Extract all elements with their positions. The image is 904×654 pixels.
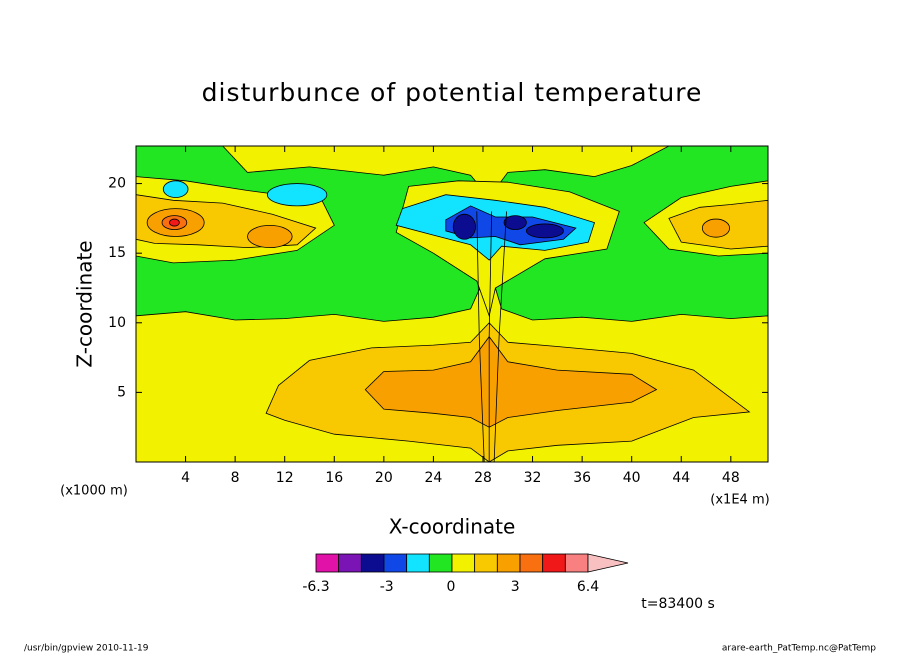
y-tick-label: 10 <box>108 315 126 331</box>
footer-left: /usr/bin/gpview 2010-11-19 <box>24 644 149 654</box>
chart-title: disturbunce of potential temperature <box>202 78 703 107</box>
contour-region <box>247 224 293 249</box>
colorbar-box <box>360 553 385 573</box>
colorbar-box <box>542 553 566 573</box>
contour-region <box>162 180 189 198</box>
colorbar-box <box>383 553 408 573</box>
colorbar-box <box>428 553 453 573</box>
x-tick-label: 32 <box>524 470 542 486</box>
contour-line <box>476 211 485 462</box>
contour-region <box>525 223 564 239</box>
colorbar-box <box>564 553 589 573</box>
colorbar-box <box>315 553 340 573</box>
x-tick-label: 24 <box>424 470 442 486</box>
contour-region <box>452 213 476 240</box>
contour-field <box>136 146 768 462</box>
colorbar-box <box>474 553 498 573</box>
x-tick-label: 16 <box>325 470 343 486</box>
y-axis-label: Z-coordinate <box>73 240 97 367</box>
colorbar-tick-label: -6.3 <box>302 579 329 595</box>
x-tick-label: 44 <box>672 470 690 486</box>
colorbar-tick-label: 0 <box>446 579 455 595</box>
y-tick-label: 15 <box>108 245 126 261</box>
plot-frame <box>135 145 769 463</box>
colorbar-box <box>496 553 521 573</box>
contour-line <box>488 211 493 462</box>
contour-region <box>364 336 658 428</box>
x-tick-label: 4 <box>181 470 190 486</box>
x-tick-label: 12 <box>276 470 294 486</box>
x-tick-label: 40 <box>623 470 641 486</box>
contour-region <box>266 183 328 207</box>
x-tick-label: 36 <box>573 470 591 486</box>
colorbar-extension <box>587 553 629 573</box>
x-tick-label: 28 <box>474 470 492 486</box>
colorbar-tick-label: 6.4 <box>577 579 599 595</box>
y-tick-label: 20 <box>108 176 126 192</box>
contour-line <box>493 211 507 462</box>
colorbar-box <box>338 553 362 573</box>
colorbar-box <box>406 553 430 573</box>
colorbar-box <box>451 553 476 573</box>
x-tick-label: 20 <box>375 470 393 486</box>
colorbar-tick-label: 3 <box>511 579 520 595</box>
colorbar-box <box>519 553 544 573</box>
colorbar-tick-label: -3 <box>380 579 394 595</box>
contour-region <box>169 218 180 227</box>
x-tick-label: 48 <box>722 470 740 486</box>
footer-right: arare-earth_PatTemp.nc@PatTemp <box>722 644 876 654</box>
contour-region <box>503 215 527 230</box>
contour-region <box>701 218 730 238</box>
x-axis-label: X-coordinate <box>389 515 516 539</box>
y-unit: (x1000 m) <box>60 484 128 499</box>
y-tick-label: 5 <box>117 384 126 400</box>
annotation: t=83400 s <box>641 596 715 612</box>
x-unit: (x1E4 m) <box>710 493 769 508</box>
x-tick-label: 8 <box>231 470 240 486</box>
